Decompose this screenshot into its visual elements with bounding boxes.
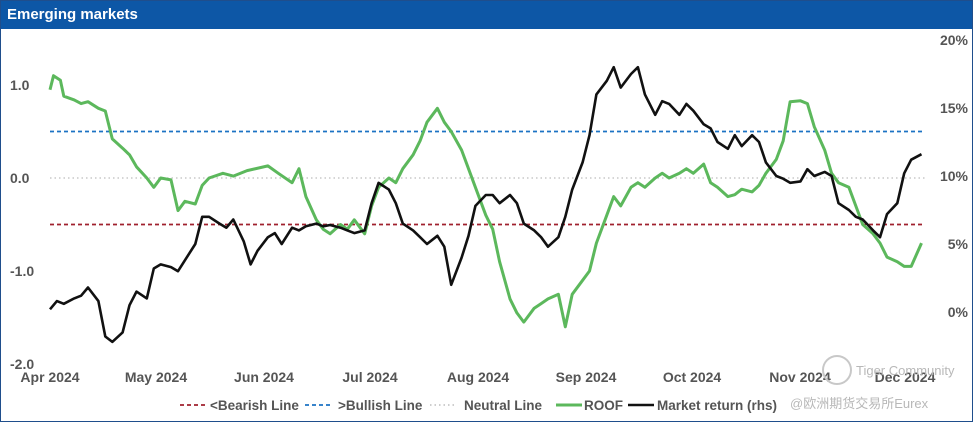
series-line-0	[48, 74, 923, 329]
y-left-tick-label: -1.0	[10, 263, 34, 279]
x-tick-label: Nov 2024	[769, 369, 831, 385]
legend-label: Neutral Line	[464, 398, 543, 413]
y-left-tick-label: 0.0	[10, 170, 30, 186]
legend-label: <Bearish Line	[210, 398, 299, 413]
title-bar: Emerging markets	[1, 1, 972, 29]
x-tick-label: Oct 2024	[663, 369, 722, 385]
x-tick-label: Dec 2024	[875, 369, 936, 385]
x-tick-label: Sep 2024	[556, 369, 617, 385]
x-tick-label: Jun 2024	[234, 369, 294, 385]
y-right-tick-label: 10%	[940, 168, 969, 184]
x-tick-label: Apr 2024	[20, 369, 79, 385]
y-right-axis: 20% 15% 10% 5% 0%	[940, 32, 969, 320]
x-tick-label: May 2024	[125, 369, 187, 385]
x-tick-label: Aug 2024	[447, 369, 509, 385]
chart-title: Emerging markets	[7, 6, 138, 23]
y-right-tick-label: 20%	[940, 32, 969, 48]
y-right-tick-label: 0%	[948, 304, 969, 320]
legend-label: >Bullish Line	[338, 398, 423, 413]
y-right-tick-label: 15%	[940, 100, 969, 116]
series-line-1	[49, 65, 923, 344]
watermark: Tiger Community @欧洲期货交易所Eurex	[790, 355, 955, 411]
y-left-axis: 1.0 0.0 -1.0 -2.0	[10, 77, 34, 372]
x-axis: Apr 2024 May 2024 Jun 2024 Jul 2024 Aug 2024…	[20, 369, 935, 385]
watermark-line2: @欧洲期货交易所Eurex	[790, 396, 929, 411]
series-lines	[48, 65, 923, 344]
legend-label: ROOF	[584, 398, 623, 413]
tiger-logo-icon	[822, 355, 852, 385]
legend: <Bearish Line >Bullish Line Neutral Line RO…	[180, 398, 777, 413]
legend-label: Market return (rhs)	[657, 398, 777, 413]
y-left-tick-label: 1.0	[10, 77, 30, 93]
y-right-tick-label: 5%	[948, 236, 969, 252]
x-tick-label: Jul 2024	[342, 369, 397, 385]
y-left-tick-label: -2.0	[10, 356, 34, 372]
reference-lines	[50, 130, 925, 226]
watermark-line1: Tiger Community	[856, 363, 955, 378]
